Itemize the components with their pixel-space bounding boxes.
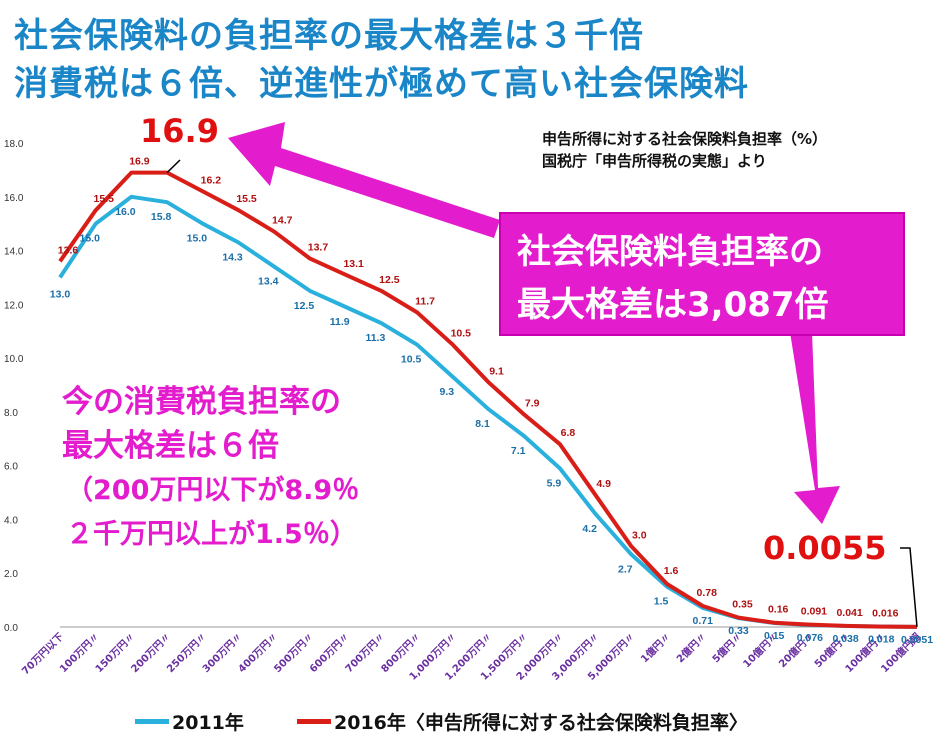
legend-label-2011: 2011年 [172, 712, 244, 734]
data-label-2011: 2.7 [618, 563, 633, 575]
data-label-2016: 12.5 [379, 274, 400, 286]
chart-title-line1: 社会保険料の負担率の最大格差は３千倍 [14, 16, 644, 56]
data-label-2016: 13.1 [343, 258, 364, 270]
x-tick-label: 70万円以下 [20, 631, 67, 678]
data-label-2011: 0.038 [832, 633, 858, 645]
data-label-2016: 13.6 [58, 244, 79, 256]
data-label-2011: 0.15 [764, 630, 785, 642]
arrow-to-min [790, 332, 840, 524]
peak-value-label: 16.9 [140, 112, 219, 150]
x-tick-label: 1億円〃 [638, 630, 673, 665]
data-label-2011: 7.1 [511, 445, 526, 457]
data-label-2011: 0.076 [797, 632, 823, 644]
data-label-2016: 7.9 [525, 398, 540, 410]
data-label-2016: 16.9 [129, 156, 150, 168]
data-label-2011: 9.3 [439, 386, 454, 398]
data-label-2011: 4.2 [582, 523, 597, 535]
y-tick-label: 14.0 [4, 247, 24, 258]
data-label-2011: 15.8 [151, 211, 172, 223]
chart-title-line2: 消費税は６倍、逆進性が極めて高い社会保険料 [14, 64, 749, 104]
legend-label-2016: 2016年〈申告所得に対する社会保険料負担率〉 [334, 712, 748, 734]
y-tick-label: 10.0 [4, 354, 24, 365]
data-label-2016: 4.9 [596, 478, 611, 490]
min-value-label: 0.0055 [763, 529, 887, 567]
data-label-2016: 0.35 [732, 599, 753, 611]
data-label-2011: 0.0051 [901, 634, 933, 646]
data-label-2011: 0.018 [868, 634, 894, 646]
source-note-line2: 国税庁「申告所得税の実態」より [542, 152, 767, 170]
arrow-to-peak [228, 122, 500, 238]
x-tick-label: 2億円〃 [674, 630, 709, 665]
y-tick-label: 16.0 [4, 193, 24, 204]
data-label-2011: 13.4 [258, 276, 279, 288]
callout-line2: 最大格差は3,087倍 [517, 285, 829, 325]
data-label-2016: 11.7 [415, 295, 435, 307]
data-label-2016: 15.5 [236, 193, 257, 205]
data-label-2011: 11.3 [365, 332, 385, 344]
data-label-2011: 5.9 [547, 477, 562, 489]
consumption-note-line2: 最大格差は６倍 [62, 428, 279, 464]
source-note-line1: 申告所得に対する社会保険料負担率（%） [542, 130, 828, 148]
data-label-2011: 13.0 [50, 288, 71, 300]
data-label-2011: 16.0 [115, 206, 136, 218]
data-label-2011: 15.0 [187, 233, 208, 245]
data-label-2016: 9.1 [489, 365, 504, 377]
data-label-2011: 11.9 [330, 316, 350, 328]
data-label-2016: 3.0 [632, 529, 647, 541]
y-tick-label: 6.0 [4, 462, 18, 473]
data-label-2016: 6.8 [561, 427, 576, 439]
data-label-2011: 0.33 [728, 625, 749, 637]
data-label-2011: 15.0 [79, 233, 100, 245]
data-label-2016: 13.7 [308, 242, 329, 254]
data-label-2011: 0.71 [693, 615, 714, 627]
y-tick-label: 8.0 [4, 408, 18, 419]
data-label-2011: 8.1 [475, 418, 490, 430]
legend-swatch-2016 [297, 719, 331, 724]
peak-leader-line [166, 159, 181, 174]
legend-swatch-2011 [135, 719, 169, 724]
y-tick-label: 18.0 [4, 139, 24, 150]
min-leader-line [900, 547, 918, 627]
consumption-note-line1: 今の消費税負担率の [62, 384, 341, 420]
y-tick-label: 4.0 [4, 515, 18, 526]
callout-line1: 社会保険料負担率の [517, 232, 823, 272]
max-gap-callout: 社会保険料負担率の 最大格差は3,087倍 [499, 212, 905, 336]
data-label-2016: 0.041 [836, 607, 862, 619]
data-label-2011: 12.5 [294, 300, 315, 312]
data-label-2016: 14.7 [272, 215, 293, 227]
consumption-note-line4: ２千万円以上が1.5％） [66, 519, 357, 550]
y-tick-label: 2.0 [4, 569, 18, 580]
data-label-2016: 15.5 [93, 193, 114, 205]
data-label-2016: 16.2 [201, 174, 222, 186]
data-label-2016: 0.016 [872, 608, 898, 620]
consumption-note-line3: （200万円以下が8.9％ [66, 475, 360, 506]
data-label-2011: 1.5 [654, 596, 669, 608]
data-label-2016: 0.78 [697, 587, 718, 599]
data-label-2011: 10.5 [401, 354, 422, 366]
data-label-2016: 0.091 [801, 606, 827, 618]
data-label-2011: 14.3 [222, 251, 243, 263]
y-tick-label: 0.0 [4, 623, 18, 634]
y-tick-label: 12.0 [4, 300, 24, 311]
data-label-2016: 10.5 [451, 328, 472, 340]
data-label-2016: 1.6 [664, 565, 679, 577]
data-label-2016: 0.16 [768, 604, 789, 616]
series-line-2016 [58, 170, 918, 629]
